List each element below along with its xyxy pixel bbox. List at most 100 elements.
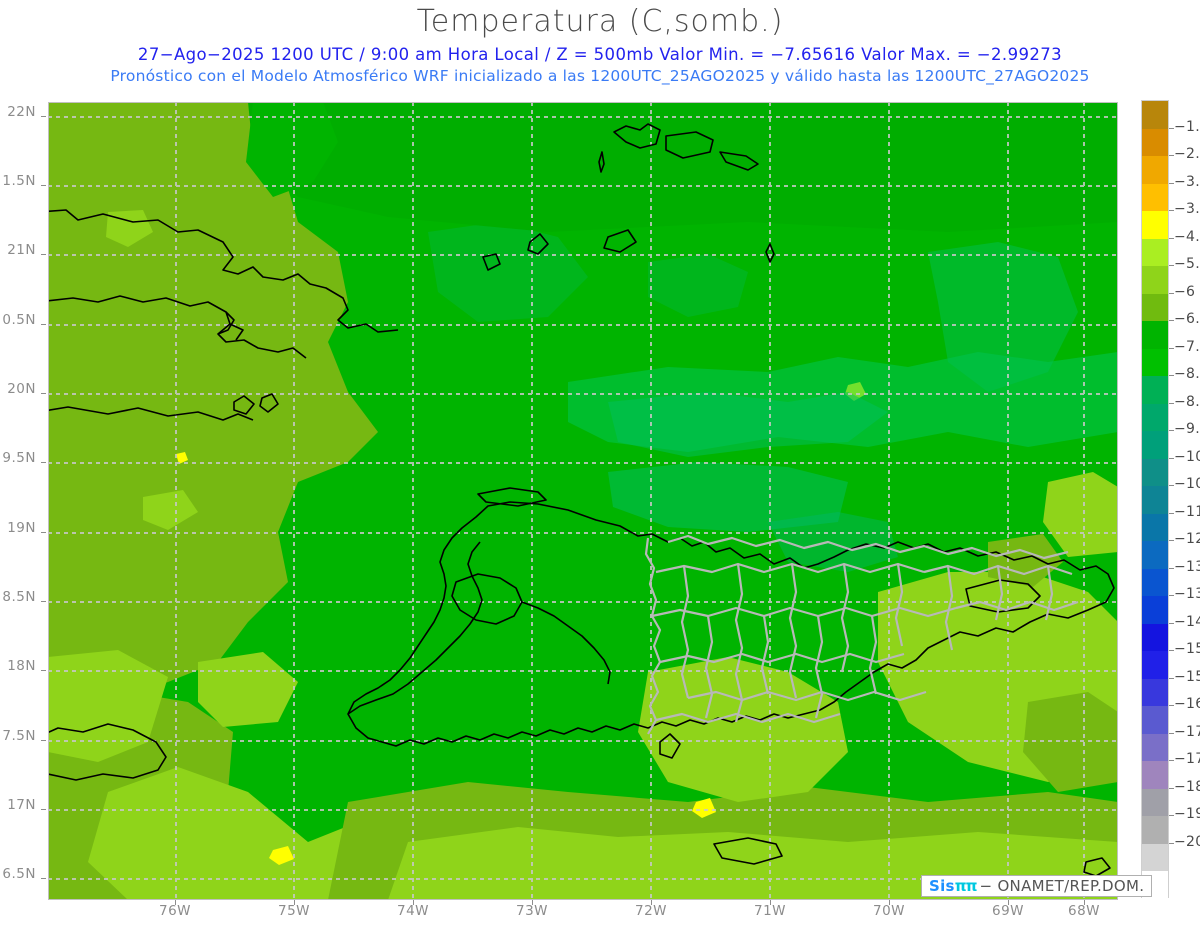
- colorbar-tick-8: [1169, 347, 1174, 349]
- x-label-0: 76W: [158, 903, 192, 919]
- temperature-map[interactable]: [48, 102, 1118, 900]
- colorbar-tick-5: [1169, 265, 1174, 267]
- colorbar-label-18: −14.4: [1174, 613, 1200, 630]
- x-tick-8: [1084, 900, 1085, 905]
- map-canvas: [48, 102, 1118, 900]
- colorbar-tick-6: [1169, 292, 1174, 294]
- colorbar-segment-1: [1142, 128, 1168, 157]
- colorbar-tick-16: [1169, 567, 1174, 569]
- colorbar-tick-11: [1169, 430, 1174, 432]
- colorbar-segment-6: [1142, 266, 1168, 294]
- y-label-4: 20N: [7, 381, 36, 397]
- colorbar-segment-9: [1142, 348, 1168, 377]
- colorbar-label-14: −11.6: [1174, 503, 1200, 520]
- colorbar-segment-17: [1142, 568, 1168, 597]
- y-tick-8: [41, 670, 46, 671]
- colorbar-tick-2: [1169, 182, 1174, 184]
- colorbar-label-2: −3.2: [1174, 173, 1200, 190]
- grid-lines: [48, 102, 1118, 900]
- y-label-2: 21N: [7, 242, 36, 258]
- colorbar-tick-7: [1169, 320, 1174, 322]
- x-label-1: 75W: [277, 903, 311, 919]
- y-tick-4: [41, 393, 46, 394]
- y-label-7: 8.5N: [2, 589, 36, 605]
- y-tick-5: [41, 462, 46, 463]
- colorbar-tick-4: [1169, 237, 1174, 239]
- x-label-7: 69W: [991, 903, 1025, 919]
- colorbar-tick-13: [1169, 485, 1174, 487]
- colorbar-label-1: −2.5: [1174, 146, 1200, 163]
- colorbar-tick-22: [1169, 732, 1174, 734]
- x-label-4: 72W: [634, 903, 668, 919]
- colorbar-tick-19: [1169, 650, 1174, 652]
- colorbar-segment-0: [1142, 101, 1168, 129]
- shading-nw: [246, 102, 1118, 232]
- y-tick-2: [41, 254, 46, 255]
- colorbar-tick-17: [1169, 595, 1174, 597]
- y-label-9: 7.5N: [2, 728, 36, 744]
- colorbar-label-20: −15.8: [1174, 668, 1200, 685]
- x-tick-2: [413, 900, 414, 905]
- colorbar-label-23: −17.9: [1174, 751, 1200, 768]
- colorbar-label-12: −10.2: [1174, 448, 1200, 465]
- x-tick-7: [1008, 900, 1009, 905]
- y-label-11: 6.5N: [2, 866, 36, 882]
- colorbar-label-26: −20: [1174, 833, 1200, 850]
- y-tick-3: [41, 324, 46, 325]
- shading-band-warm: [48, 102, 1118, 900]
- colorbar-tick-20: [1169, 677, 1174, 679]
- y-label-6: 19N: [7, 520, 36, 536]
- y-tick-1: [41, 185, 46, 186]
- colorbar-segment-12: [1142, 431, 1168, 459]
- colorbar-segment-23: [1142, 733, 1168, 762]
- y-label-1: 1.5N: [2, 173, 36, 189]
- x-tick-5: [770, 900, 771, 905]
- colorbar-label-8: −7.4: [1174, 338, 1200, 355]
- y-label-10: 17N: [7, 797, 36, 813]
- colorbar-segment-7: [1142, 293, 1168, 322]
- x-label-6: 70W: [872, 903, 906, 919]
- colorbar-segment-11: [1142, 403, 1168, 432]
- colorbar-tick-21: [1169, 705, 1174, 707]
- header: Temperatura (C,somb.) 27−Ago−2025 1200 U…: [0, 0, 1200, 92]
- y-tick-11: [41, 878, 46, 879]
- colorbar-tick-26: [1169, 842, 1174, 844]
- forecast-metadata-line: 27−Ago−2025 1200 UTC / 9:00 am Hora Loca…: [137, 45, 1063, 64]
- colorbar-tick-25: [1169, 815, 1174, 817]
- colorbar-label-4: −4.6: [1174, 228, 1200, 245]
- colorbar-tick-23: [1169, 760, 1174, 762]
- y-label-5: 9.5N: [2, 450, 36, 466]
- x-tick-0: [175, 900, 176, 905]
- colorbar-tick-24: [1169, 787, 1174, 789]
- colorbar-label-22: −17.2: [1174, 723, 1200, 740]
- page-title: Temperatura (C,somb.): [416, 4, 784, 39]
- colorbar-segment-25: [1142, 788, 1168, 817]
- colorbar-segment-10: [1142, 376, 1168, 404]
- colorbar-segment-8: [1142, 321, 1168, 349]
- watermark-sis-text: Sis: [929, 877, 955, 895]
- colorbar-label-3: −3.9: [1174, 201, 1200, 218]
- colorbar-label-0: −1.8: [1174, 118, 1200, 135]
- colorbar-label-9: −8.1: [1174, 366, 1200, 383]
- x-label-8: 68W: [1067, 903, 1101, 919]
- colorbar-label-21: −16.5: [1174, 696, 1200, 713]
- x-label-5: 71W: [753, 903, 787, 919]
- colorbar-segment-26: [1142, 816, 1168, 844]
- colorbar-segment-5: [1142, 238, 1168, 267]
- colorbar[interactable]: [1141, 100, 1169, 899]
- watermark-pi-icon: ππ: [954, 877, 978, 895]
- colorbar-segment-4: [1142, 211, 1168, 239]
- colorbar-tick-15: [1169, 540, 1174, 542]
- colorbar-label-15: −12.3: [1174, 531, 1200, 548]
- y-tick-7: [41, 601, 46, 602]
- colorbar-label-5: −5.3: [1174, 256, 1200, 273]
- colorbar-segment-14: [1142, 486, 1168, 514]
- province-borders: [644, 534, 1079, 735]
- watermark-agency-text: − ONAMET/REP.DOM.: [979, 877, 1145, 895]
- colorbar-tick-9: [1169, 375, 1174, 377]
- y-label-3: 0.5N: [2, 312, 36, 328]
- coastlines: [48, 123, 1115, 877]
- colorbar-label-6: −6: [1174, 283, 1196, 300]
- colorbar-segment-24: [1142, 761, 1168, 789]
